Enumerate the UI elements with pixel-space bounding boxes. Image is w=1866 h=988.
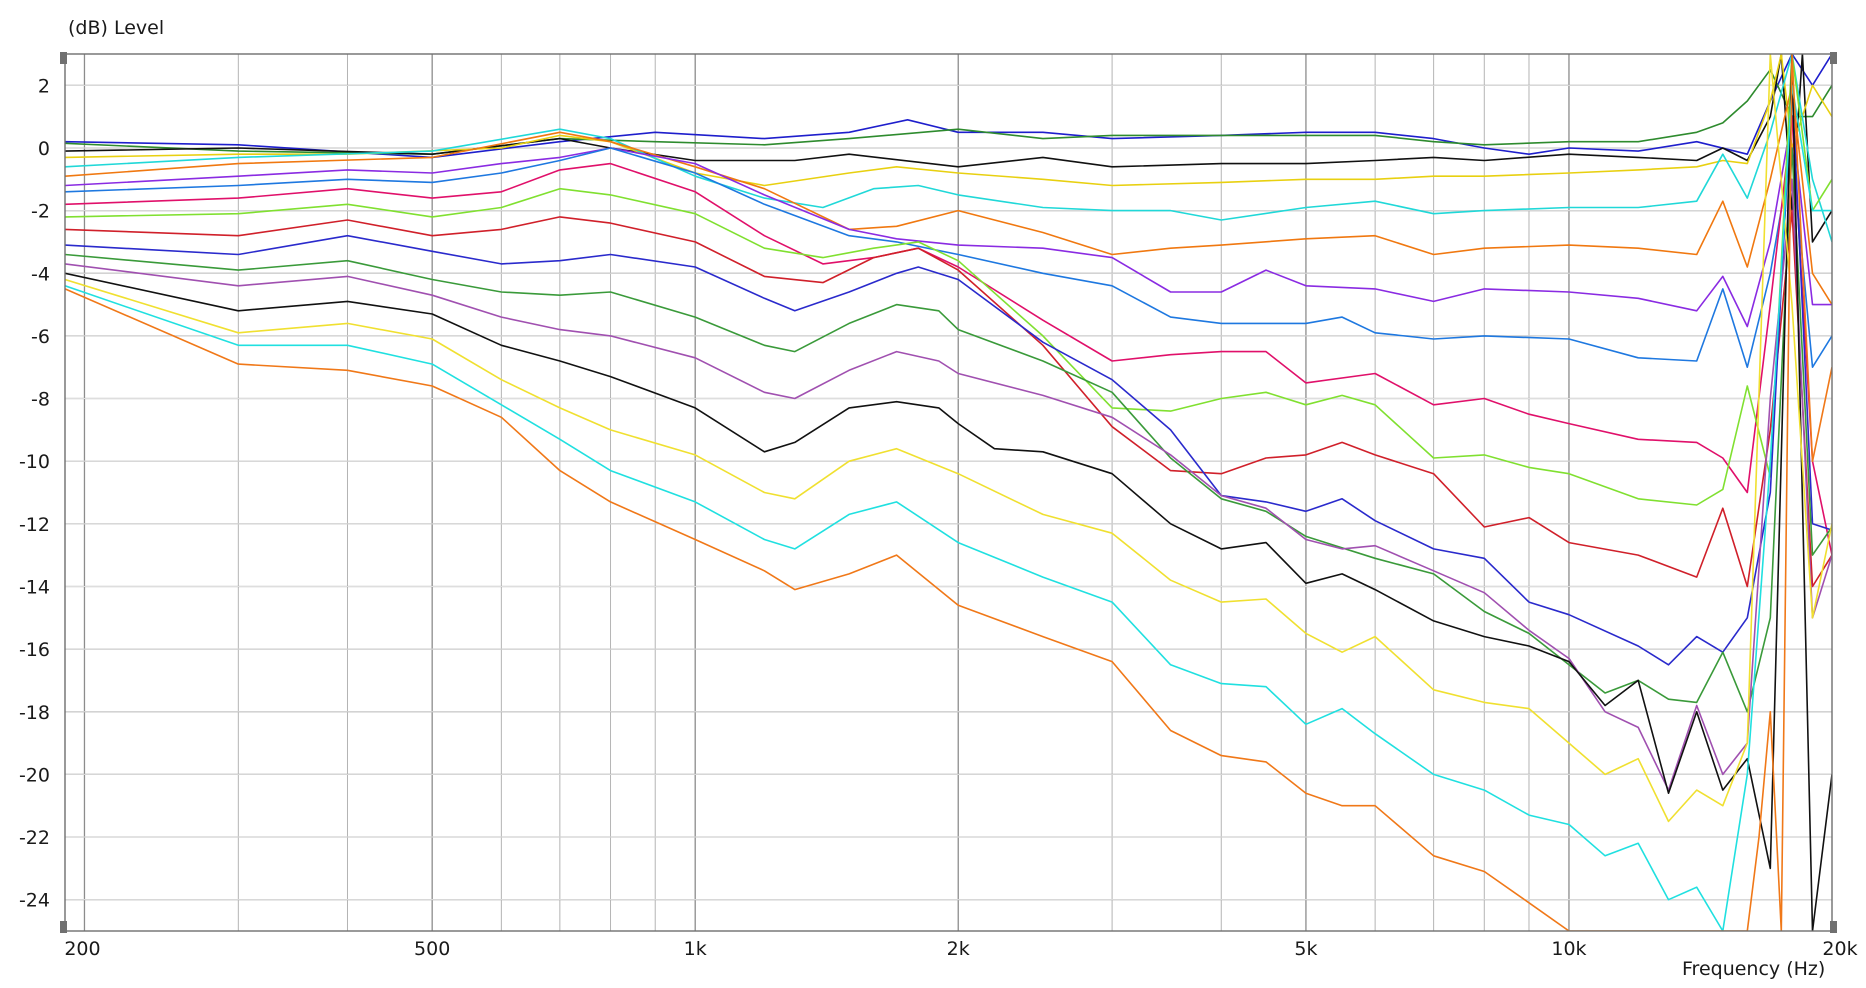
axis-corner-marker <box>60 921 67 933</box>
series-line-10 <box>65 54 1832 506</box>
x-axis-label: Frequency (Hz) <box>1682 958 1825 980</box>
axis-corner-marker <box>1830 921 1837 933</box>
x-tick-label: 2k <box>947 938 970 960</box>
y-tick-label: -6 <box>31 326 50 348</box>
series-line-18 <box>65 54 1832 931</box>
series-line-8 <box>65 147 1832 369</box>
series-line-1 <box>65 54 1832 159</box>
y-tick-label: -16 <box>19 639 50 661</box>
series-line-13 <box>65 147 1832 713</box>
plot-border <box>64 53 1833 932</box>
series-line-15 <box>65 54 1832 931</box>
x-tick-label: 1k <box>684 938 707 960</box>
y-tick-label: -10 <box>19 451 50 473</box>
x-tick-label: 200 <box>64 938 100 960</box>
series-line-16 <box>65 54 1832 823</box>
y-tick-label: 2 <box>38 75 50 97</box>
y-tick-label: -22 <box>19 827 50 849</box>
series-line-7 <box>65 115 1832 328</box>
series-lines <box>65 54 1832 931</box>
axis-corner-marker <box>1830 52 1837 64</box>
axis-corner-marker <box>60 52 67 64</box>
series-line-14 <box>65 178 1832 791</box>
plot-frame <box>60 52 1837 933</box>
y-tick-label: 0 <box>38 138 50 160</box>
y-tick-label: -14 <box>19 576 50 598</box>
x-tick-label: 5k <box>1294 938 1317 960</box>
y-tick-label: -12 <box>19 514 50 536</box>
y-tick-label: -18 <box>19 702 50 724</box>
x-tick-label: 10k <box>1551 938 1586 960</box>
series-line-2 <box>65 68 1832 155</box>
series-line-11 <box>65 209 1832 588</box>
series-line-4 <box>65 54 1832 187</box>
series-line-5 <box>65 54 1832 243</box>
x-tick-label: 500 <box>414 938 450 960</box>
y-tick-label: -4 <box>31 263 50 285</box>
tick-labels: 2 0 -2 -4 -6 -8 -10 -12 -14 -16 -18 -20 -22 -24 200 500… <box>19 75 1858 960</box>
y-axis-label: (dB) Level <box>68 17 164 39</box>
y-tick-label: -24 <box>19 890 50 912</box>
series-line-17 <box>65 84 1832 931</box>
series-line-9 <box>65 115 1832 556</box>
y-tick-label: -8 <box>31 389 50 411</box>
series-line-6 <box>65 84 1832 306</box>
y-tick-label: -20 <box>19 764 50 786</box>
x-tick-label: 20k <box>1822 938 1857 960</box>
y-tick-label: -2 <box>31 201 50 223</box>
series-group <box>65 54 1832 931</box>
